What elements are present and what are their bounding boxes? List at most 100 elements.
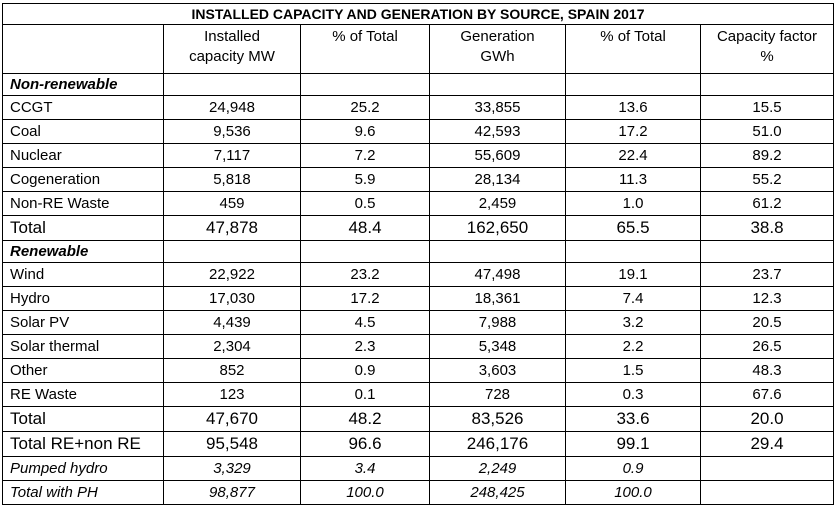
cell-generation: 7,988 xyxy=(429,310,566,335)
cell-pct-total-capacity: 0.9 xyxy=(300,358,430,383)
cell-generation: 83,526 xyxy=(429,406,566,432)
cell-capacity-factor: 20.0 xyxy=(700,406,834,432)
table-row: RE Waste 123 0.1 728 0.3 67.6 xyxy=(2,382,834,407)
cell-pct-total-generation: 100.0 xyxy=(565,480,701,505)
cell-installed-capacity: 22,922 xyxy=(163,262,301,287)
cell-installed-capacity: 4,439 xyxy=(163,310,301,335)
section-row: Non-renewable xyxy=(2,73,834,96)
cell-generation: 18,361 xyxy=(429,286,566,311)
cell-installed-capacity: 7,117 xyxy=(163,143,301,168)
cell-pct-total-capacity: 23.2 xyxy=(300,262,430,287)
cell-pct-total-capacity: 17.2 xyxy=(300,286,430,311)
row-label: Solar thermal xyxy=(2,334,164,359)
table-row: Total with PH 98,877 100.0 248,425 100.0 xyxy=(2,480,834,505)
cell-pct-total-capacity: 96.6 xyxy=(300,431,430,457)
cell-capacity-factor xyxy=(700,73,834,96)
cell-capacity-factor: 12.3 xyxy=(700,286,834,311)
header-capacity-factor-line1: Capacity factor xyxy=(716,28,818,45)
cell-generation: 248,425 xyxy=(429,480,566,505)
cell-capacity-factor: 38.8 xyxy=(700,215,834,241)
cell-generation xyxy=(429,240,566,263)
cell-installed-capacity xyxy=(163,240,301,263)
total-row: Total 47,878 48.4 162,650 65.5 38.8 xyxy=(2,215,834,241)
cell-pct-total-capacity: 2.3 xyxy=(300,334,430,359)
cell-capacity-factor xyxy=(700,240,834,263)
cell-generation: 2,459 xyxy=(429,191,566,216)
title-row: INSTALLED CAPACITY AND GENERATION BY SOU… xyxy=(2,3,834,25)
cell-generation: 5,348 xyxy=(429,334,566,359)
cell-pct-total-generation: 65.5 xyxy=(565,215,701,241)
row-label: Hydro xyxy=(2,286,164,311)
cell-installed-capacity: 47,670 xyxy=(163,406,301,432)
row-label: Total xyxy=(2,215,164,241)
cell-installed-capacity: 24,948 xyxy=(163,95,301,120)
capacity-generation-table: INSTALLED CAPACITY AND GENERATION BY SOU… xyxy=(2,3,834,505)
cell-generation: 246,176 xyxy=(429,431,566,457)
table-row: Solar PV 4,439 4.5 7,988 3.2 20.5 xyxy=(2,310,834,335)
cell-pct-total-generation: 0.9 xyxy=(565,456,701,481)
cell-capacity-factor: 55.2 xyxy=(700,167,834,192)
cell-capacity-factor: 26.5 xyxy=(700,334,834,359)
cell-generation: 28,134 xyxy=(429,167,566,192)
cell-installed-capacity: 852 xyxy=(163,358,301,383)
cell-pct-total-capacity xyxy=(300,240,430,263)
cell-capacity-factor: 20.5 xyxy=(700,310,834,335)
row-label: Wind xyxy=(2,262,164,287)
cell-capacity-factor: 29.4 xyxy=(700,431,834,457)
cell-installed-capacity: 9,536 xyxy=(163,119,301,144)
cell-generation: 3,603 xyxy=(429,358,566,383)
cell-generation: 47,498 xyxy=(429,262,566,287)
table-row: Coal 9,536 9.6 42,593 17.2 51.0 xyxy=(2,119,834,144)
table-row: CCGT 24,948 25.2 33,855 13.6 15.5 xyxy=(2,95,834,120)
row-label: Non-RE Waste xyxy=(2,191,164,216)
cell-capacity-factor xyxy=(700,456,834,481)
cell-pct-total-generation: 19.1 xyxy=(565,262,701,287)
table-row: Wind 22,922 23.2 47,498 19.1 23.7 xyxy=(2,262,834,287)
header-pct-total-generation: % of Total xyxy=(565,24,701,74)
row-label: CCGT xyxy=(2,95,164,120)
cell-pct-total-generation: 2.2 xyxy=(565,334,701,359)
cell-capacity-factor: 23.7 xyxy=(700,262,834,287)
row-label: Total xyxy=(2,406,164,432)
table-row: Hydro 17,030 17.2 18,361 7.4 12.3 xyxy=(2,286,834,311)
row-label: Cogeneration xyxy=(2,167,164,192)
cell-pct-total-capacity: 9.6 xyxy=(300,119,430,144)
table-row: Other 852 0.9 3,603 1.5 48.3 xyxy=(2,358,834,383)
cell-pct-total-capacity: 3.4 xyxy=(300,456,430,481)
header-pct-total-capacity: % of Total xyxy=(300,24,430,74)
cell-pct-total-capacity: 4.5 xyxy=(300,310,430,335)
cell-installed-capacity: 17,030 xyxy=(163,286,301,311)
cell-generation: 42,593 xyxy=(429,119,566,144)
table-title: INSTALLED CAPACITY AND GENERATION BY SOU… xyxy=(2,3,834,25)
cell-capacity-factor: 15.5 xyxy=(700,95,834,120)
cell-pct-total-capacity: 7.2 xyxy=(300,143,430,168)
row-label: Coal xyxy=(2,119,164,144)
cell-pct-total-generation xyxy=(565,73,701,96)
cell-installed-capacity: 98,877 xyxy=(163,480,301,505)
table-row: Nuclear 7,117 7.2 55,609 22.4 89.2 xyxy=(2,143,834,168)
cell-pct-total-generation: 3.2 xyxy=(565,310,701,335)
cell-pct-total-capacity: 25.2 xyxy=(300,95,430,120)
cell-pct-total-generation xyxy=(565,240,701,263)
cell-generation: 2,249 xyxy=(429,456,566,481)
cell-capacity-factor: 61.2 xyxy=(700,191,834,216)
cell-installed-capacity: 123 xyxy=(163,382,301,407)
cell-installed-capacity: 2,304 xyxy=(163,334,301,359)
cell-installed-capacity: 95,548 xyxy=(163,431,301,457)
cell-pct-total-generation: 17.2 xyxy=(565,119,701,144)
cell-pct-total-generation: 11.3 xyxy=(565,167,701,192)
cell-pct-total-generation: 1.5 xyxy=(565,358,701,383)
capacity-generation-table-container: INSTALLED CAPACITY AND GENERATION BY SOU… xyxy=(2,3,834,505)
cell-pct-total-capacity: 0.5 xyxy=(300,191,430,216)
header-installed-capacity: Installed capacity MW xyxy=(163,24,301,74)
cell-pct-total-generation: 7.4 xyxy=(565,286,701,311)
cell-pct-total-capacity: 100.0 xyxy=(300,480,430,505)
cell-generation: 33,855 xyxy=(429,95,566,120)
cell-pct-total-capacity: 48.2 xyxy=(300,406,430,432)
cell-pct-total-generation: 1.0 xyxy=(565,191,701,216)
cell-pct-total-generation: 13.6 xyxy=(565,95,701,120)
header-capacity-factor-line2: % xyxy=(760,48,774,65)
cell-pct-total-capacity: 5.9 xyxy=(300,167,430,192)
cell-installed-capacity: 47,878 xyxy=(163,215,301,241)
table-row: Solar thermal 2,304 2.3 5,348 2.2 26.5 xyxy=(2,334,834,359)
